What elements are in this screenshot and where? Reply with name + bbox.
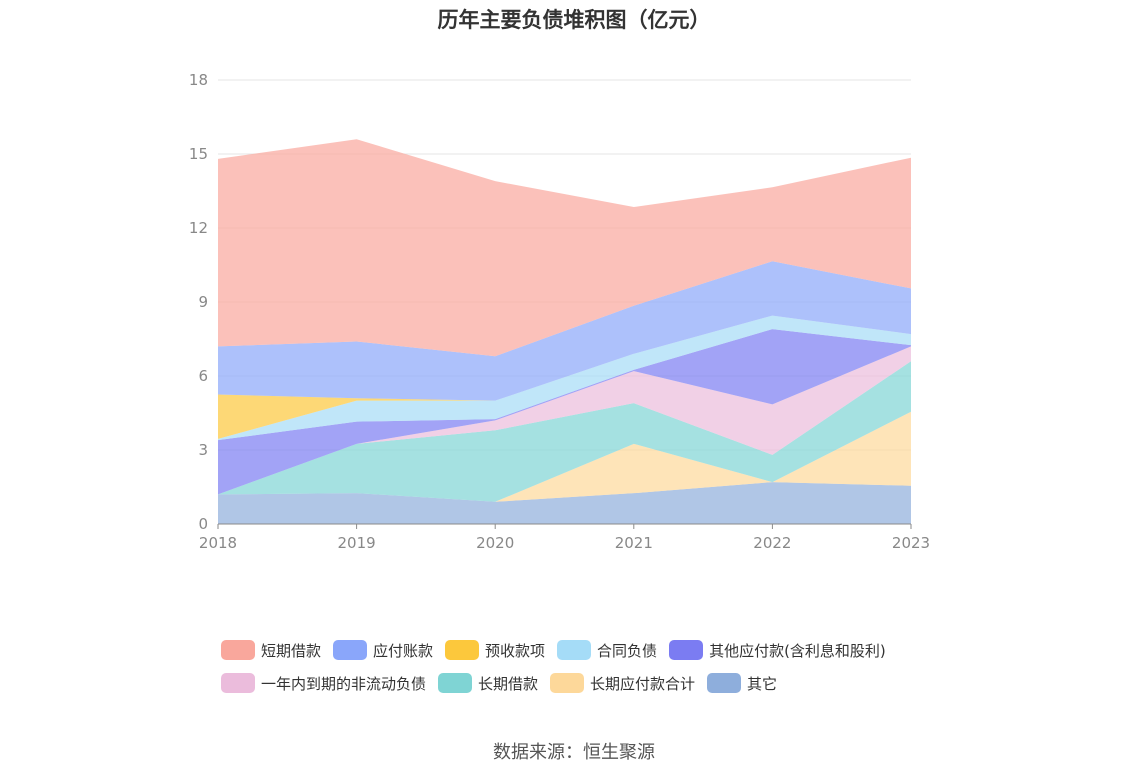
x-tick-label: 2018: [199, 534, 237, 552]
x-tick-label: 2021: [615, 534, 653, 552]
legend-label: 短期借款: [261, 641, 322, 660]
legend-item[interactable]: 合同负债: [557, 640, 657, 661]
data-source: 数据来源：恒生聚源: [493, 742, 655, 763]
stacked-area-chart: 0 3 6 9 12 15 18 2018 2019 2020 2021 2022 2023: [189, 71, 930, 552]
legend-item[interactable]: 长期应付款合计: [550, 673, 695, 694]
legend-label: 其他应付款(含利息和股利): [709, 641, 886, 660]
legend-swatch: [333, 640, 368, 660]
y-tick-label: 12: [189, 219, 208, 237]
y-tick-label: 6: [198, 367, 208, 385]
legend-item[interactable]: 长期借款: [438, 673, 538, 694]
legend-label: 长期借款: [478, 674, 539, 693]
y-tick-label: 3: [198, 441, 208, 459]
legend-label: 预收款项: [485, 641, 546, 660]
legend-label: 长期应付款合计: [590, 674, 696, 693]
y-tick-label: 15: [189, 145, 208, 163]
legend-swatch: [438, 673, 473, 693]
legend-item[interactable]: 一年内到期的非流动负债: [221, 673, 426, 694]
legend-item[interactable]: 短期借款: [221, 640, 321, 661]
legend-row-1: 短期借款 应付账款 预收款项 合同负债 其他应付款(含利息和股利): [221, 638, 981, 662]
legend-label: 一年内到期的非流动负债: [261, 674, 427, 693]
area-series: [218, 411, 911, 502]
legend-row-2: 一年内到期的非流动负债 长期借款 长期应付款合计 其它: [221, 671, 981, 695]
x-tick-label: 2022: [753, 534, 791, 552]
legend-swatch: [221, 640, 255, 660]
legend-swatch: [669, 640, 704, 660]
x-tick-label: 2023: [892, 534, 930, 552]
y-tick-label: 0: [198, 515, 208, 533]
legend-item[interactable]: 其他应付款(含利息和股利): [669, 640, 886, 661]
x-tick-label: 2019: [338, 534, 376, 552]
area-series: [218, 361, 911, 502]
area-series: [218, 346, 911, 495]
legend-item[interactable]: 预收款项: [445, 640, 545, 661]
legend-label: 其它: [747, 674, 778, 693]
y-tick-label: 18: [189, 71, 208, 89]
area-series: [218, 139, 911, 357]
chart-title: 历年主要负债堆积图（亿元）: [437, 8, 711, 32]
y-tick-label: 9: [198, 293, 208, 311]
legend-item[interactable]: 其它: [707, 673, 777, 694]
legend-item[interactable]: 应付账款: [333, 640, 433, 661]
legend-label: 应付账款: [373, 641, 434, 660]
legend-swatch: [557, 640, 592, 660]
legend-swatch: [707, 673, 742, 693]
legend-swatch: [550, 673, 585, 693]
legend-label: 合同负债: [597, 641, 658, 660]
area-series: [218, 315, 911, 441]
x-tick-label: 2020: [476, 534, 514, 552]
area-series: [218, 482, 911, 524]
legend-swatch: [221, 673, 255, 693]
area-series: [218, 329, 911, 495]
legend: 短期借款 应付账款 预收款项 合同负债 其他应付款(含利息和股利) 一年内到期的非流动负…: [221, 638, 981, 704]
legend-swatch: [445, 640, 480, 660]
